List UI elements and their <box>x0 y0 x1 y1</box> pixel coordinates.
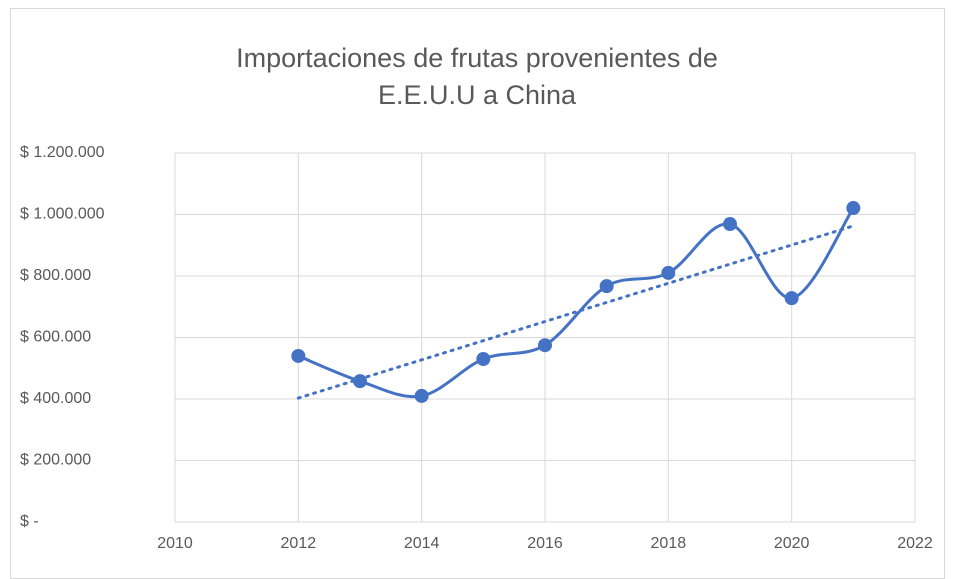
data-point <box>846 201 861 216</box>
data-point <box>599 279 614 294</box>
x-tick-label: 2014 <box>404 535 440 552</box>
data-point <box>661 265 676 280</box>
x-tick-label: 2022 <box>897 535 933 552</box>
data-point <box>538 338 552 353</box>
data-point <box>414 388 429 403</box>
y-tick-label: $ 800.000 <box>20 267 91 284</box>
y-tick-label: $ 600.000 <box>20 329 91 346</box>
data-point <box>476 352 491 367</box>
trendline <box>296 224 855 400</box>
y-tick-label: $ 1.200.000 <box>20 144 105 161</box>
chart-title: Importaciones de frutas provenientes de … <box>236 43 718 110</box>
y-tick-label: $ 200.000 <box>20 452 91 469</box>
data-point <box>291 348 306 363</box>
series-line <box>297 207 855 399</box>
data-point <box>784 291 799 306</box>
x-tick-label: 2020 <box>774 535 810 552</box>
data-point <box>353 374 367 389</box>
y-tick-label: $ 400.000 <box>20 390 91 407</box>
x-tick-label: 2012 <box>281 535 317 552</box>
y-tick-label: $ - <box>20 513 39 530</box>
data-point <box>723 217 737 232</box>
x-tick-label: 2016 <box>527 535 563 552</box>
y-tick-label: $ 1.000.000 <box>20 206 105 223</box>
x-tick-label: 2018 <box>651 535 687 552</box>
x-tick-label: 2010 <box>157 535 193 552</box>
